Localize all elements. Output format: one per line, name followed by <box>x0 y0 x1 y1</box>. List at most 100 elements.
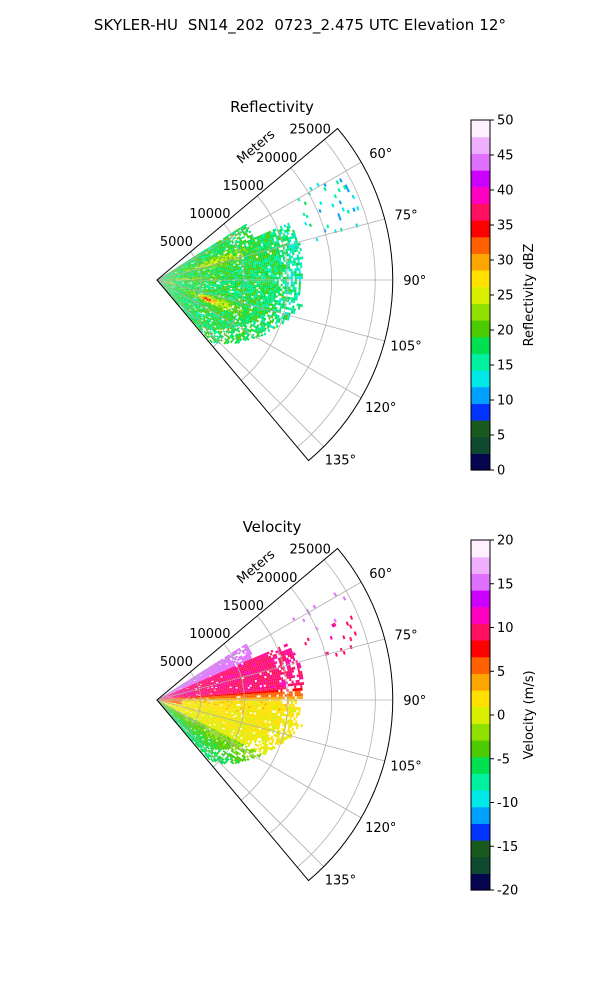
echo-gate <box>172 277 175 279</box>
echo-gate <box>262 297 266 301</box>
echo-gate <box>251 248 255 251</box>
echo-gate <box>228 285 231 287</box>
echo-gate <box>182 268 185 270</box>
echo-gate <box>173 273 176 274</box>
echo-gate <box>244 286 247 288</box>
echo-gate <box>287 248 290 251</box>
echo-gate <box>263 266 267 269</box>
echo-gate <box>206 257 209 260</box>
echo-gate <box>203 256 206 259</box>
echo-gate <box>224 261 227 264</box>
echo-gate <box>239 290 242 293</box>
echo-gate <box>201 271 204 273</box>
colorbar-tick-label: 45 <box>497 149 514 164</box>
echo-gate <box>245 291 248 294</box>
echo-gate <box>216 285 219 287</box>
echo-gate <box>196 267 199 269</box>
echo-gate <box>201 263 205 266</box>
echo-gate <box>304 221 308 226</box>
echo-gate <box>232 288 235 290</box>
echo-gate <box>267 294 270 297</box>
echo-gate <box>194 265 197 268</box>
echo-gate <box>170 278 173 279</box>
echo-gate <box>258 287 261 290</box>
echo-gate <box>240 285 243 288</box>
echo-gate <box>272 288 275 291</box>
echo-gate <box>234 248 238 252</box>
echo-gate <box>257 255 261 258</box>
echo-gate <box>264 298 268 301</box>
echo-gate <box>196 257 199 259</box>
echo-gate <box>178 276 181 277</box>
echo-gate <box>289 258 292 262</box>
echo-gate <box>176 278 179 280</box>
echo-gate <box>169 275 172 276</box>
echo-gate <box>167 275 170 277</box>
echo-gate <box>189 265 192 267</box>
reflectivity-colorbar-label: Reflectivity dBZ <box>522 244 537 347</box>
echo-gate <box>182 268 185 270</box>
echo-gate <box>209 266 212 269</box>
echo-gate <box>246 284 249 287</box>
echo-gate <box>269 243 272 246</box>
echo-gate <box>173 274 176 275</box>
echo-gate <box>256 269 259 272</box>
echo-gate <box>186 282 189 283</box>
echo-gate <box>230 253 233 256</box>
echo-gate <box>267 292 271 295</box>
echo-gate <box>240 274 243 277</box>
echo-gate <box>209 260 212 262</box>
echo-gate <box>269 265 273 269</box>
echo-gate <box>174 271 177 273</box>
echo-gate <box>176 271 179 273</box>
echo-gate <box>273 251 276 255</box>
echo-gate <box>220 240 223 244</box>
echo-gate <box>180 270 183 272</box>
echo-gate <box>243 291 246 294</box>
echo-gate <box>223 259 226 262</box>
echo-gate <box>176 278 179 279</box>
echo-gate <box>258 244 262 247</box>
echo-gate <box>177 272 180 274</box>
echo-gate <box>248 268 251 271</box>
echo-gate <box>224 275 227 277</box>
echo-gate <box>266 300 269 304</box>
echo-gate <box>244 274 247 276</box>
echo-gate <box>186 280 189 281</box>
echo-gate <box>293 257 296 261</box>
echo-gate <box>195 263 198 265</box>
echo-gate <box>252 239 256 243</box>
echo-gate <box>278 257 282 261</box>
echo-gate <box>279 264 283 268</box>
echo-gate <box>181 274 184 276</box>
echo-gate <box>205 262 208 265</box>
echo-gate <box>270 285 273 289</box>
range-ring <box>297 139 376 448</box>
echo-gate <box>172 277 175 278</box>
echo-gate <box>193 259 196 262</box>
echo-gate <box>244 251 247 254</box>
echo-gate <box>242 236 245 239</box>
echo-gate <box>263 295 266 299</box>
echo-gate <box>248 272 251 275</box>
echo-gate <box>218 255 221 258</box>
echo-gate <box>215 253 218 256</box>
echo-gate <box>286 237 289 241</box>
echo-gate <box>295 295 298 298</box>
echo-gate <box>290 281 293 285</box>
echo-gate <box>254 286 257 289</box>
echo-gate <box>252 283 255 285</box>
echo-gate <box>235 290 238 292</box>
echo-gate <box>200 261 204 263</box>
echo-gate <box>222 273 225 275</box>
echo-gate <box>230 270 233 273</box>
echo-gate <box>165 276 168 277</box>
echo-gate <box>250 244 254 248</box>
echo-gate <box>165 275 168 277</box>
echo-gate <box>177 267 180 270</box>
colorbar-swatch <box>471 320 490 338</box>
echo-gate <box>169 274 172 276</box>
echo-gate <box>221 259 224 262</box>
echo-gate <box>228 260 231 263</box>
echo-gate <box>263 240 267 243</box>
